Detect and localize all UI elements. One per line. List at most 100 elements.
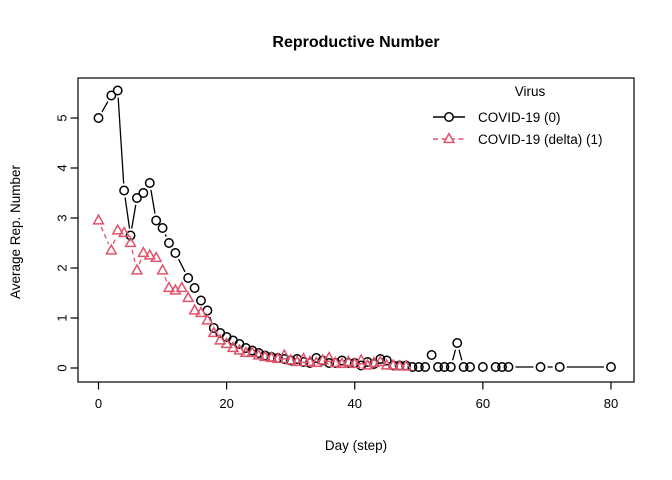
data-point-1 — [258, 350, 272, 362]
series-line-1 — [112, 236, 117, 245]
y-axis-label: Average Rep. Number — [8, 164, 23, 299]
y-tick-label: 5 — [55, 114, 70, 121]
data-point-1 — [162, 281, 176, 293]
data-point-0 — [196, 295, 206, 306]
data-point-1 — [117, 226, 131, 238]
series-line-0 — [177, 258, 186, 273]
data-point-1 — [265, 351, 278, 363]
x-tick-label: 20 — [219, 396, 233, 411]
data-point-1 — [111, 223, 124, 235]
data-point-0 — [465, 362, 475, 372]
data-point-0 — [497, 362, 508, 372]
data-point-1 — [386, 358, 400, 370]
data-point-1 — [201, 313, 214, 325]
data-point-1 — [393, 359, 406, 371]
data-point-0 — [433, 362, 443, 372]
data-point-0 — [138, 188, 149, 198]
data-point-1 — [124, 236, 137, 248]
data-point-1 — [207, 326, 220, 338]
data-point-0 — [439, 362, 450, 372]
y-tick-label: 1 — [55, 314, 70, 321]
data-point-1 — [284, 353, 297, 365]
data-point-0 — [93, 113, 104, 123]
data-point-1 — [137, 246, 150, 258]
data-point-0 — [183, 273, 194, 283]
x-tick-label: 80 — [604, 396, 618, 411]
data-point-1 — [182, 291, 195, 303]
data-point-0 — [119, 185, 130, 196]
data-point-1 — [246, 346, 259, 358]
data-point-0 — [490, 362, 501, 372]
data-point-1 — [149, 251, 163, 263]
data-point-0 — [458, 362, 469, 372]
data-point-0 — [125, 230, 136, 241]
data-point-1 — [92, 213, 105, 225]
legend-label-covid19: COVID-19 (0) — [478, 110, 561, 125]
data-point-1 — [322, 351, 336, 363]
data-point-0 — [420, 362, 431, 372]
data-point-0 — [144, 178, 155, 188]
data-point-1 — [105, 243, 118, 255]
data-point-1 — [239, 346, 253, 358]
series-line-0 — [101, 101, 109, 113]
data-point-0 — [452, 338, 463, 348]
data-point-0 — [375, 354, 386, 364]
data-point-1 — [188, 303, 201, 315]
y-tick-label: 4 — [55, 164, 70, 171]
data-point-0 — [131, 193, 142, 203]
data-point-0 — [157, 223, 168, 233]
data-point-0 — [606, 362, 616, 372]
legend-triangle-icon — [442, 132, 456, 144]
series-line-0 — [124, 197, 131, 229]
data-point-0 — [535, 362, 546, 372]
data-point-1 — [194, 306, 208, 318]
data-point-0 — [445, 362, 456, 372]
legend-label-covid19-delta: COVID-19 (delta) (1) — [478, 132, 603, 147]
y-tick-label: 0 — [55, 364, 70, 371]
series-line-1 — [164, 276, 168, 282]
series-line-0 — [452, 349, 457, 361]
data-point-1 — [214, 333, 227, 345]
data-point-0 — [164, 238, 174, 248]
data-point-1 — [130, 263, 144, 275]
chart-title: Reproductive Number — [272, 34, 439, 51]
data-point-1 — [399, 359, 413, 371]
series-line-1 — [138, 259, 142, 265]
data-point-1 — [156, 263, 169, 275]
x-axis-label: Day (step) — [325, 438, 387, 453]
data-point-0 — [554, 362, 565, 372]
series-line-0 — [164, 234, 167, 237]
data-point-1 — [175, 281, 188, 293]
series-line-0 — [458, 349, 463, 361]
data-point-0 — [208, 323, 219, 333]
data-point-0 — [477, 362, 488, 372]
data-point-1 — [226, 341, 240, 353]
plot-area: 0 20 40 60 80 0 1 2 3 4 5 — [55, 77, 635, 411]
data-point-0 — [106, 90, 117, 101]
legend-glyphs — [433, 112, 465, 144]
data-point-1 — [220, 337, 233, 349]
data-point-1 — [380, 358, 393, 370]
y-tick-label: 3 — [55, 214, 70, 221]
data-point-0 — [112, 85, 123, 96]
x-tick-label: 0 — [95, 396, 102, 411]
data-point-0 — [189, 283, 200, 293]
legend-title: Virus — [515, 84, 546, 99]
data-point-1 — [143, 248, 156, 260]
data-point-1 — [374, 355, 387, 367]
series-line-1 — [100, 226, 110, 245]
data-point-0 — [426, 350, 437, 360]
x-tick-label: 60 — [476, 396, 490, 411]
data-point-0 — [151, 215, 162, 226]
legend-circle-icon — [444, 112, 454, 122]
data-point-0 — [413, 362, 424, 372]
data-point-1 — [354, 353, 368, 365]
data-point-1 — [367, 356, 381, 368]
data-point-1 — [303, 355, 317, 367]
legend: Virus COVID-19 (0) COVID-19 (delta) (1) — [433, 84, 603, 147]
data-point-1 — [252, 348, 265, 360]
series-line-0 — [117, 97, 125, 184]
series-line-0 — [150, 189, 156, 214]
